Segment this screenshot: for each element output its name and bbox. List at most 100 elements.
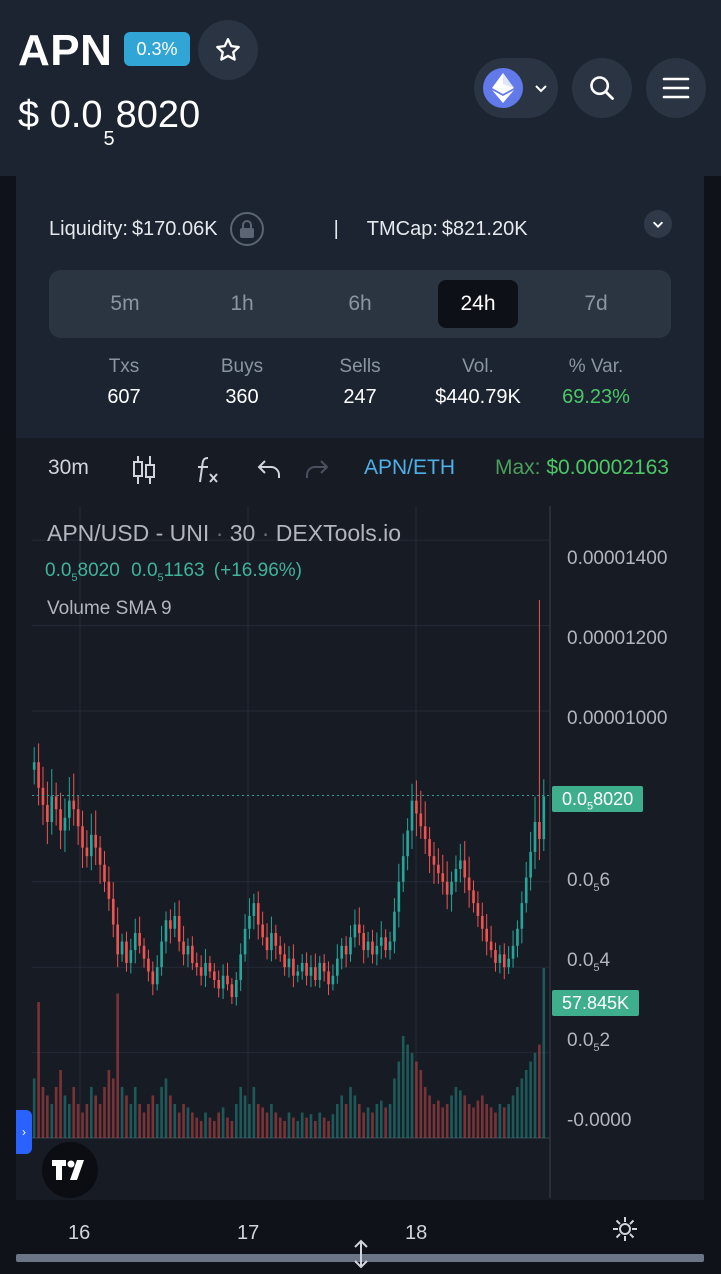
- candle: [353, 909, 357, 948]
- candle-body: [256, 903, 260, 925]
- candle-body: [89, 834, 93, 857]
- candle-body: [230, 984, 234, 998]
- chart-settings-button[interactable]: [612, 1216, 638, 1247]
- volume-bar: [357, 1104, 361, 1138]
- candle: [327, 961, 330, 996]
- candle-body: [239, 954, 242, 980]
- menu-button[interactable]: [646, 58, 706, 118]
- interval-button[interactable]: 30m: [48, 456, 89, 479]
- candle: [199, 955, 203, 986]
- volume-bar: [155, 1104, 159, 1138]
- candle: [336, 944, 339, 984]
- candle-body: [191, 945, 194, 963]
- candle: [208, 955, 212, 979]
- candle: [349, 925, 352, 962]
- candle: [384, 929, 387, 958]
- expand-stats-button[interactable]: [644, 210, 672, 238]
- candle: [248, 898, 251, 940]
- candle-body: [160, 941, 163, 968]
- volume-bar: [204, 1112, 207, 1138]
- candle-type-button[interactable]: [131, 454, 157, 492]
- candle: [59, 792, 62, 849]
- candle: [467, 856, 471, 908]
- candle: [502, 943, 506, 980]
- volume-bars: [32, 968, 546, 1138]
- candle-body: [147, 958, 150, 972]
- metric-label: Buys: [220, 356, 264, 377]
- volume-bar: [336, 1104, 339, 1138]
- resize-handle[interactable]: [350, 1239, 372, 1269]
- candle-body: [59, 809, 62, 831]
- volume-bar: [239, 1087, 242, 1138]
- candle: [498, 945, 502, 974]
- redo-button[interactable]: [304, 458, 330, 486]
- favorite-button[interactable]: [198, 20, 258, 80]
- candle: [362, 924, 366, 964]
- candle-body: [296, 971, 300, 976]
- candle: [46, 781, 49, 845]
- candlestick-icon: [133, 456, 155, 484]
- tab-5m[interactable]: 5m: [110, 292, 140, 315]
- volume-bar: [314, 1121, 317, 1138]
- volume-bar: [270, 1104, 273, 1138]
- volume-bar: [463, 1095, 467, 1138]
- candle: [445, 861, 449, 910]
- candle: [344, 936, 348, 968]
- volume-bar: [331, 1114, 335, 1138]
- undo-button[interactable]: [256, 458, 282, 486]
- candle-body: [177, 915, 181, 942]
- chain-selector[interactable]: [474, 58, 558, 118]
- volume-bar: [397, 1061, 401, 1138]
- chart-plot[interactable]: APN/USD - UNI · 30 · DEXTools.io 0.05802…: [16, 506, 704, 1269]
- volume-bar: [217, 1112, 221, 1138]
- candle: [419, 790, 423, 839]
- candle: [393, 898, 396, 954]
- candle: [432, 842, 436, 884]
- lock-icon[interactable]: [229, 212, 264, 246]
- volume-bar: [89, 1087, 93, 1138]
- candle: [314, 953, 317, 987]
- candle-body: [164, 920, 168, 942]
- volume-bar: [450, 1095, 453, 1138]
- candle: [76, 796, 80, 845]
- volume-bar: [283, 1121, 286, 1138]
- candle: [72, 773, 76, 826]
- tab-24h[interactable]: 24h: [438, 280, 518, 328]
- volume-bar: [111, 1078, 115, 1138]
- candle-body: [129, 950, 133, 963]
- candle-body: [261, 924, 264, 938]
- candle: [415, 780, 418, 837]
- volume-bar: [445, 1104, 449, 1138]
- candlestick-chart[interactable]: [16, 506, 704, 1198]
- volume-bar: [489, 1107, 493, 1138]
- candle-body: [353, 924, 357, 938]
- volume-bar: [182, 1104, 185, 1138]
- candle-body: [111, 898, 115, 925]
- tab-1h[interactable]: 1h: [230, 292, 254, 315]
- metric-value: 69.23%: [562, 386, 630, 408]
- candle-body: [221, 975, 225, 989]
- volume-bar: [327, 1121, 330, 1138]
- volume-bar: [54, 1087, 58, 1138]
- candle-body: [94, 834, 98, 848]
- candle-body: [379, 937, 383, 946]
- candle-body: [480, 915, 484, 929]
- pair-switch-link[interactable]: APN/ETH: [364, 456, 456, 479]
- tradingview-logo[interactable]: [42, 1142, 98, 1198]
- y-axis-label: 0.054: [567, 950, 611, 974]
- candle-body: [278, 945, 282, 955]
- candle-body: [401, 856, 405, 882]
- indicators-button[interactable]: [194, 454, 222, 492]
- volume-bar: [401, 1036, 405, 1138]
- volume-bar: [353, 1095, 357, 1138]
- candle: [125, 931, 128, 972]
- search-button[interactable]: [572, 58, 632, 118]
- volume-bar: [76, 1104, 80, 1138]
- volume-bar: [371, 1112, 374, 1138]
- volume-bar: [142, 1112, 146, 1138]
- candle-body: [524, 877, 528, 904]
- tab-6h[interactable]: 6h: [348, 292, 372, 315]
- drawing-toolbar-toggle[interactable]: ›: [16, 1110, 32, 1154]
- tab-7d[interactable]: 7d: [584, 292, 608, 315]
- candle: [322, 954, 326, 982]
